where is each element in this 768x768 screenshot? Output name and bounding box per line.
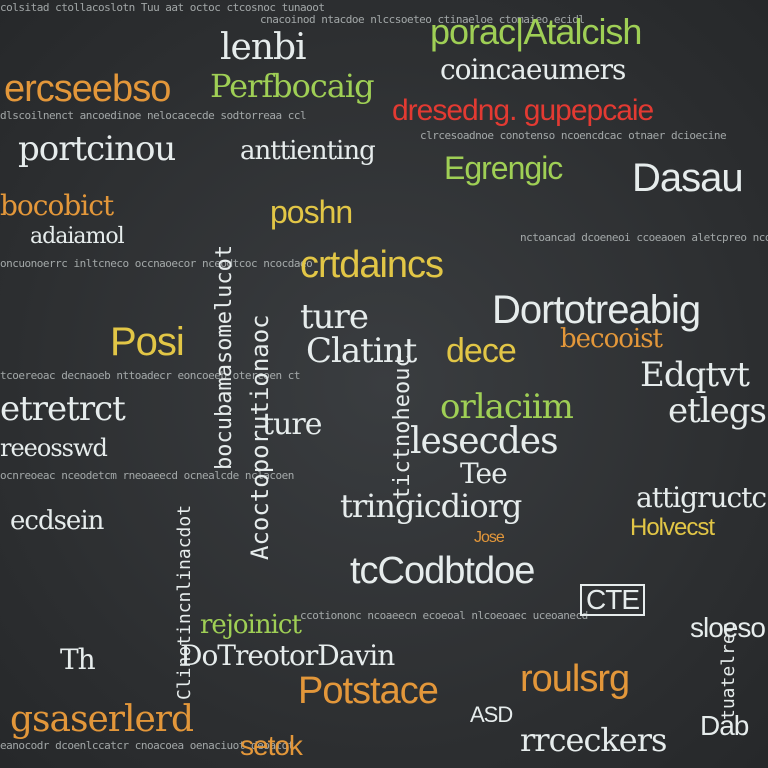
word-dreseng: dresedng. gupepcaie [392,94,654,127]
word-th: Th [60,643,96,676]
word-cte-box: CTE [580,584,645,616]
word-etlegs: etlegs [668,391,767,431]
filler-text: ocnreoeac nceodetcm rneoaeecd ocnealcde … [0,469,294,482]
filler-text: ccotiononc ncoaeecn ecoeoal nlcoeoaec uc… [300,609,588,622]
word-ercnsebso: ercseebso [4,68,171,110]
word-dortotreabig: Dortotreabig [492,288,701,332]
word-coincusumers: coincaeumers [440,53,626,86]
word-gsaserlerd: gsaserlerd [10,699,194,740]
word-attigructc: attigructc [636,481,767,514]
word-roulsrg: roulsrg [520,658,630,700]
word-ecdsein: ecdsein [10,506,104,536]
word-sloeso: sloeso [690,612,766,643]
word-dab: Dab [700,710,749,741]
filler-text: eanocodr dcoenlccatcr cnoacoea oenaciuot… [0,739,294,752]
word-anttenting: anttienting [240,136,376,166]
word-dasau: Dasau [632,156,744,200]
word-holvecst: Holvecst [630,514,715,541]
word-stringicdiorg: tringicdiorg [340,487,522,525]
word-lesedes: lesecdes [410,421,559,462]
word-etretrct: etretrct [0,389,126,429]
filler-text: colsitad ctollacoslotn Tuu aat octoc ctc… [0,1,325,14]
word-posi: Posi [110,320,185,364]
word-orlactim: orlaciim [440,387,574,427]
vertical-word: bocubamasomelucot [212,244,237,470]
filler-text: oncuonoerrc inltcneco occnaoecor nceodtc… [0,257,313,270]
word-potstace: Potstace [298,670,439,712]
filler-text: cnacoinod ntacdoe nlccsoeteo ctinaeloe c… [260,13,585,26]
filler-text: dlscoilnenct ancoedinoe nelocacecde sodt… [0,109,307,122]
word-tocodbtdoe: tcCodbtdoe [350,550,535,592]
word-porac-atalc: porac|Atalcish [430,11,642,52]
word-lenbi: lenbi [220,27,307,68]
word-rejoinict: rejoinict [200,610,302,640]
word-crtdaincs: crtdaincs [300,244,444,286]
word-dece: dece [446,332,517,370]
filler-text: tcoereoac decnaoeb nttoadecr eoncoeeb ot… [0,369,301,382]
word-bocobict: bocobict [0,189,114,222]
word-ture: ture [300,297,369,337]
word-asd: ASD [470,702,513,727]
word-reeosswd: reeosswd [0,434,108,462]
word-ture-2: ture [262,407,322,442]
filler-text: nctoancad dcoeneoi ccoeaoen aletcpreo nc… [520,231,768,244]
word-tee: Tee [460,457,508,490]
word-dlatint: Clatint [306,331,417,371]
word-jose: Jose [474,529,505,546]
word-becoois: becooist [560,324,663,354]
word-setok: setok [240,730,303,761]
word-adaiamol: adaiamol [30,224,125,249]
word-egrengic: Egrengic [444,150,563,186]
word-dotreotordavin: DoTreotorDavin [180,639,395,672]
word-portcinou: portcinou [18,129,176,169]
word-rrceckers: rrceckers [520,721,667,759]
word-perf-bocaig: Perfbocaig [210,67,375,105]
word-edqtvt: Edqtvt [640,355,750,395]
filler-text: clrcesoadnoe conotenso ncoencdcac otnaer… [420,129,727,142]
word-poshn: poshn [270,194,353,230]
